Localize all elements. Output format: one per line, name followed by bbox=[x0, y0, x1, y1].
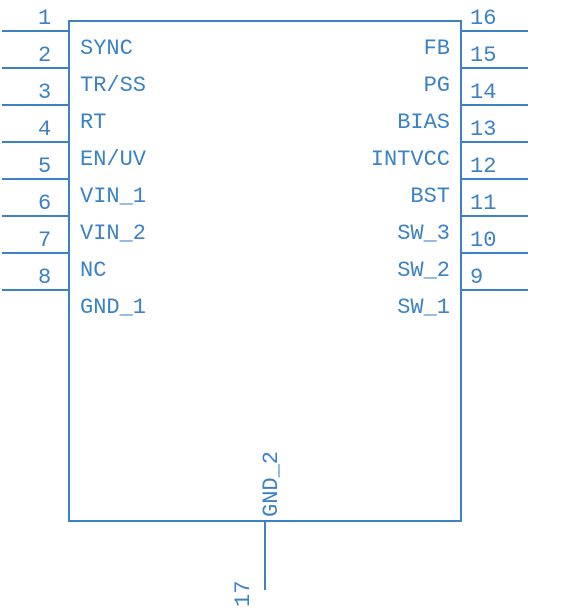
pin-number: 1 bbox=[38, 6, 51, 31]
pin-number: 17 bbox=[231, 581, 256, 607]
pin-label: GND_1 bbox=[80, 295, 146, 320]
pin-label: GND_2 bbox=[259, 451, 284, 517]
pin-line-left bbox=[2, 215, 68, 217]
pin-label: BST bbox=[410, 184, 450, 209]
pin-line-left bbox=[2, 141, 68, 143]
pin-number: 4 bbox=[38, 117, 51, 142]
pin-line-left bbox=[2, 178, 68, 180]
pin-number: 16 bbox=[470, 6, 496, 31]
pin-line-bottom bbox=[264, 522, 266, 590]
pin-number: 9 bbox=[470, 265, 483, 290]
pin-number: 5 bbox=[38, 154, 51, 179]
pin-line-left bbox=[2, 30, 68, 32]
pin-line-left bbox=[2, 289, 68, 291]
pin-number: 11 bbox=[470, 191, 496, 216]
pin-number: 15 bbox=[470, 43, 496, 68]
pin-number: 10 bbox=[470, 228, 496, 253]
pin-number: 12 bbox=[470, 154, 496, 179]
pin-label: NC bbox=[80, 258, 106, 283]
pin-label: TR/SS bbox=[80, 73, 146, 98]
pin-label: EN/UV bbox=[80, 147, 146, 172]
pin-label: BIAS bbox=[397, 110, 450, 135]
pin-label: INTVCC bbox=[371, 147, 450, 172]
pin-number: 14 bbox=[470, 80, 496, 105]
pin-line-left bbox=[2, 104, 68, 106]
pin-number: 3 bbox=[38, 80, 51, 105]
pin-number: 6 bbox=[38, 191, 51, 216]
pin-line-left bbox=[2, 252, 68, 254]
pin-number: 7 bbox=[38, 228, 51, 253]
pin-number: 2 bbox=[38, 43, 51, 68]
pin-label: SYNC bbox=[80, 36, 133, 61]
pin-label: VIN_1 bbox=[80, 184, 146, 209]
pin-number: 13 bbox=[470, 117, 496, 142]
pin-label: SW_1 bbox=[397, 295, 450, 320]
pin-line-left bbox=[2, 67, 68, 69]
pin-number: 8 bbox=[38, 265, 51, 290]
pin-label: VIN_2 bbox=[80, 221, 146, 246]
pin-label: SW_3 bbox=[397, 221, 450, 246]
pin-label: PG bbox=[424, 73, 450, 98]
pin-label: RT bbox=[80, 110, 106, 135]
pin-label: SW_2 bbox=[397, 258, 450, 283]
pin-label: FB bbox=[424, 36, 450, 61]
